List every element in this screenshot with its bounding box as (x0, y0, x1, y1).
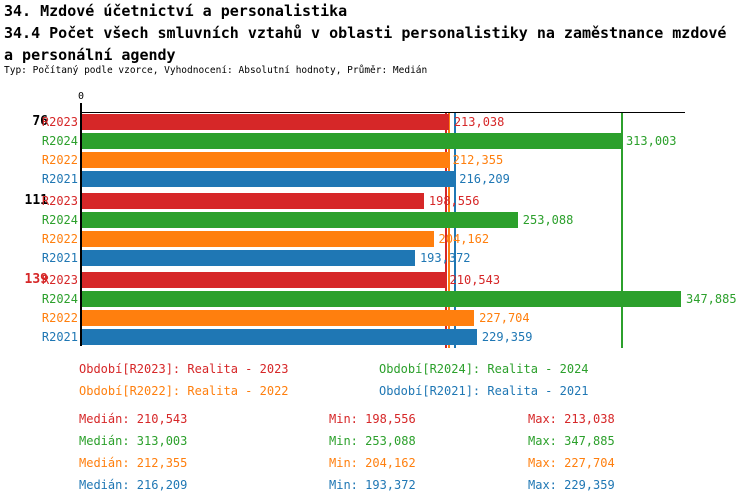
group-label-139: 139 (24, 272, 48, 287)
bar-111-R2022 (82, 231, 434, 247)
value-label-76-R2021: 216,209 (459, 172, 510, 186)
series-tick-label-R2021: R2021 (41, 172, 78, 186)
series-tick-label-R2022: R2022 (41, 232, 78, 246)
value-label-111-R2021: 193,372 (419, 251, 471, 265)
series-tick-label-R2024: R2024 (41, 134, 78, 148)
series-tick-label-R2021: R2021 (41, 330, 78, 344)
legend-item-R2022: Období[R2022]: Realita - 2022 (79, 384, 289, 398)
legend-item-R2024: Období[R2024]: Realita - 2024 (379, 362, 589, 376)
value-label-139-R2021: 229,359 (481, 330, 533, 344)
indicator-meta: Typ: Počítaný podle vzorce, Vyhodnocení:… (4, 65, 428, 76)
stat-max-R2021: Max: 229,359 (528, 478, 615, 492)
indicator-title-line2: a personální agendy (4, 46, 176, 64)
bar-139-R2021 (82, 329, 477, 345)
x-axis-line (81, 112, 685, 113)
value-label-139-R2023: 210,543 (449, 273, 501, 287)
stat-max-R2022: Max: 227,704 (528, 456, 615, 470)
bar-139-R2022 (82, 310, 475, 326)
stat-median-R2021: Medián: 216,209 (79, 478, 188, 492)
bar-139-R2023 (82, 272, 445, 288)
series-tick-label-R2023: R2023 (41, 115, 78, 129)
stat-median-R2023: Medián: 210,543 (79, 412, 188, 426)
median-line-R2022 (447, 113, 450, 348)
stat-min-R2022: Min: 204,162 (329, 456, 416, 470)
bar-111-R2023 (82, 193, 424, 209)
value-label-76-R2024: 313,003 (625, 134, 677, 148)
bar-76-R2021 (82, 171, 455, 187)
stat-max-R2024: Max: 347,885 (528, 434, 615, 448)
series-tick-label-R2023: R2023 (41, 273, 78, 287)
median-line-R2024 (620, 113, 623, 348)
median-line-R2021 (454, 113, 457, 348)
series-tick-label-R2024: R2024 (41, 292, 78, 306)
bar-111-R2024 (82, 212, 518, 228)
value-label-76-R2023: 213,038 (453, 115, 505, 129)
stat-min-R2024: Min: 253,088 (329, 434, 416, 448)
stat-max-R2023: Max: 213,038 (528, 412, 615, 426)
series-tick-label-R2022: R2022 (41, 311, 78, 325)
group-label-111: 111 (24, 193, 48, 208)
value-label-139-R2022: 227,704 (479, 311, 530, 325)
x-axis-zero-tick-label: 0 (77, 91, 85, 102)
bar-76-R2024 (82, 133, 621, 149)
indicator-title-line1: 34.4 Počet všech smluvních vztahů v obla… (4, 24, 727, 42)
stat-min-R2023: Min: 198,556 (329, 412, 416, 426)
group-label-76: 76 (32, 114, 48, 129)
value-label-111-R2024: 253,088 (522, 213, 574, 227)
value-label-139-R2024: 347,885 (686, 292, 737, 306)
y-axis-line (80, 103, 82, 346)
stat-median-R2022: Medián: 212,355 (79, 456, 188, 470)
value-label-76-R2022: 212,355 (452, 153, 504, 167)
stat-min-R2021: Min: 193,372 (329, 478, 416, 492)
series-tick-label-R2023: R2023 (41, 194, 78, 208)
value-label-111-R2022: 204,162 (438, 232, 490, 246)
bar-139-R2024 (82, 291, 681, 307)
horizontal-bar-chart: 0 76 R2023 213,038 R2024 313,003 R2022 212,355… (24, 91, 737, 348)
report-title: 34. Mzdové účetnictví a personalistika (4, 2, 348, 20)
legend-item-R2023: Období[R2023]: Realita - 2023 (79, 362, 289, 376)
value-label-111-R2023: 198,556 (428, 194, 480, 208)
series-tick-label-R2021: R2021 (41, 251, 78, 265)
series-tick-label-R2024: R2024 (41, 213, 78, 227)
series-tick-label-R2022: R2022 (41, 153, 78, 167)
bar-76-R2022 (82, 152, 448, 168)
bar-76-R2023 (82, 114, 449, 130)
stat-median-R2024: Medián: 313,003 (79, 434, 188, 448)
median-line-R2023 (444, 113, 447, 348)
bar-111-R2021 (82, 250, 415, 266)
legend-item-R2021: Období[R2021]: Realita - 2021 (379, 384, 589, 398)
